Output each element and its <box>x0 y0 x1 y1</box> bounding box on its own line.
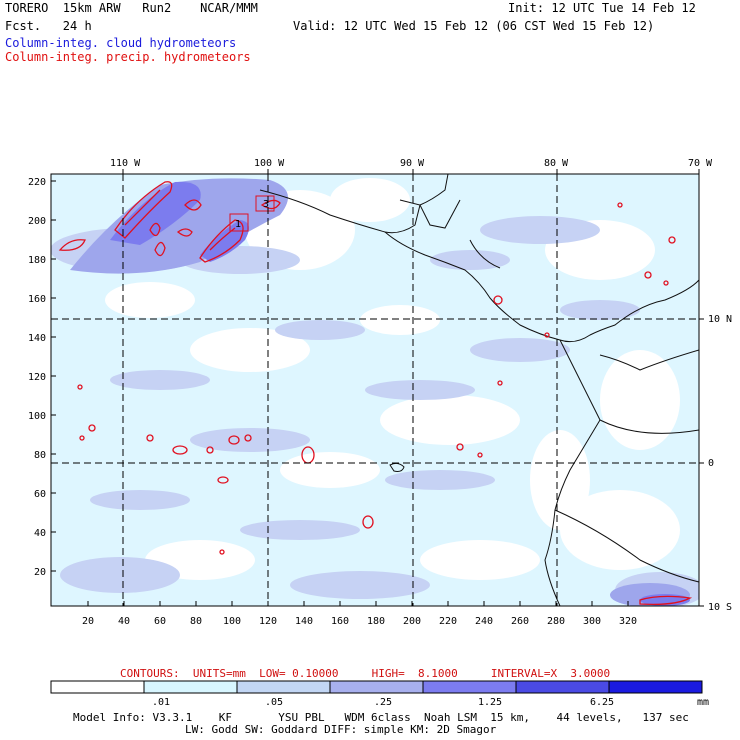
y-tick-120: 120 <box>28 372 46 383</box>
lon-label-90w: 90 W <box>400 158 425 169</box>
x-tick-40: 40 <box>118 616 130 627</box>
y-tick-80: 80 <box>34 450 46 461</box>
x-tick-60: 60 <box>154 616 166 627</box>
x-tick-160: 160 <box>331 616 349 627</box>
x-tick-280: 280 <box>547 616 565 627</box>
colorbar-segment <box>329 680 424 694</box>
colorbar-label-2: .25 <box>374 697 393 708</box>
box-label-1: 1 <box>235 219 241 230</box>
model-info-line2: LW: Godd SW: Goddard DIFF: simple KM: 2D… <box>185 723 497 736</box>
x-tick-240: 240 <box>475 616 493 627</box>
colorbar-segment <box>608 680 703 694</box>
y-tick-140: 140 <box>28 333 46 344</box>
x-tick-260: 260 <box>511 616 529 627</box>
x-tick-100: 100 <box>223 616 241 627</box>
lat-labels: 10 N 0 10 S <box>708 314 732 613</box>
valid-time: Valid: 12 UTC Wed 15 Feb 12 (06 CST Wed … <box>293 19 655 33</box>
latlon-grid <box>51 174 699 606</box>
x-tick-220: 220 <box>439 616 457 627</box>
colorbar-segment <box>50 680 145 694</box>
map-field: 1 3 <box>51 174 699 606</box>
y-tick-labels: 220 200 180 160 140 120 100 80 60 40 20 <box>28 177 46 578</box>
colorbar-unit: mm <box>697 697 710 708</box>
x-tick-80: 80 <box>190 616 202 627</box>
field-cloud-label: Column-integ. cloud hydrometeors <box>5 36 237 50</box>
colorbar-label-3: 1.25 <box>478 697 503 708</box>
colorbar-segment <box>236 680 331 694</box>
colorbar-label-1: .05 <box>265 697 284 708</box>
x-tick-300: 300 <box>583 616 601 627</box>
precip-contours <box>58 181 693 606</box>
lat-label-10s: 10 S <box>708 602 732 613</box>
x-tick-140: 140 <box>295 616 313 627</box>
colorbar-segment <box>422 680 517 694</box>
lon-label-100w: 100 W <box>254 158 285 169</box>
y-tick-40: 40 <box>34 528 46 539</box>
colorbar-label-4: 6.25 <box>590 697 615 708</box>
y-tick-160: 160 <box>28 294 46 305</box>
box-1 <box>229 213 249 232</box>
lon-label-110w: 110 W <box>110 158 141 169</box>
coastlines <box>259 174 699 606</box>
box-3 <box>255 195 275 212</box>
x-tick-120: 120 <box>259 616 277 627</box>
lon-label-80w: 80 W <box>544 158 569 169</box>
model-info: Model Info: V3.3.1 KF YSU PBL WDM 6class… <box>73 712 689 736</box>
model-info-line1: Model Info: V3.3.1 KF YSU PBL WDM 6class… <box>73 711 689 724</box>
field-precip-label: Column-integ. precip. hydrometeors <box>5 50 251 64</box>
x-tick-20: 20 <box>82 616 94 627</box>
domain-boxes <box>229 195 275 232</box>
x-tick-320: 320 <box>619 616 637 627</box>
lat-label-10n: 10 N <box>708 314 732 325</box>
model-title: TORERO 15km ARW Run2 NCAR/MMM <box>5 1 258 15</box>
x-tick-180: 180 <box>367 616 385 627</box>
y-tick-220: 220 <box>28 177 46 188</box>
plot-frame <box>50 173 700 607</box>
lat-label-0: 0 <box>708 458 714 469</box>
lon-label-70w: 70 W <box>688 158 713 169</box>
axis-ticks <box>51 169 704 607</box>
y-tick-20: 20 <box>34 567 46 578</box>
init-time: Init: 12 UTC Tue 14 Feb 12 <box>508 1 696 15</box>
x-tick-labels: 20 40 60 80 100 120 140 160 180 200 220 … <box>82 616 637 627</box>
y-tick-60: 60 <box>34 489 46 500</box>
y-tick-100: 100 <box>28 411 46 422</box>
clear-patches <box>105 178 680 580</box>
colorbar-segment <box>515 680 610 694</box>
forecast-hour: Fcst. 24 h <box>5 19 92 33</box>
colorbar-label-0: .01 <box>152 697 171 708</box>
y-tick-200: 200 <box>28 216 46 227</box>
contour-info: CONTOURS: UNITS=mm LOW= 0.10000 HIGH= 8.… <box>120 667 611 680</box>
box-label-3: 3 <box>263 199 269 210</box>
y-tick-180: 180 <box>28 255 46 266</box>
x-tick-200: 200 <box>403 616 421 627</box>
colorbar <box>50 680 703 694</box>
lon-labels: 110 W 100 W 90 W 80 W 70 W <box>110 158 713 169</box>
colorbar-segment <box>143 680 238 694</box>
